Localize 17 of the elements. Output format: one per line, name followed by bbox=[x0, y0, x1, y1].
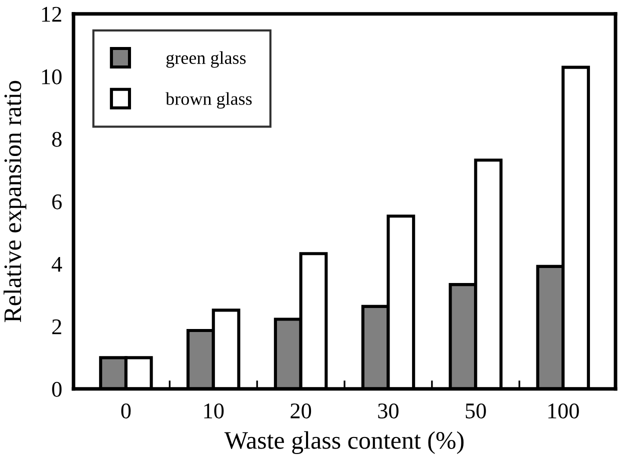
x-tick-label: 0 bbox=[121, 403, 131, 418]
x-tick-label: 20 bbox=[290, 403, 312, 418]
x-tick-label: 50 bbox=[466, 403, 486, 418]
y-tick-label: 12 bbox=[42, 6, 62, 22]
y-tick-label: 10 bbox=[42, 69, 62, 84]
y-tick-label: 6 bbox=[52, 194, 62, 210]
legend-label: brown glass bbox=[166, 92, 252, 109]
y-tick-label: 2 bbox=[52, 319, 62, 334]
y-tick-label: 0 bbox=[52, 382, 62, 397]
x-tick-label: 10 bbox=[204, 403, 224, 418]
x-tick-label: 30 bbox=[378, 403, 398, 418]
y-tick-label: 4 bbox=[52, 256, 62, 272]
x-axis-title: Waste glass content (%) bbox=[224, 431, 464, 454]
legend-label: green glass bbox=[166, 51, 246, 68]
x-tick-label: 100 bbox=[548, 403, 579, 418]
y-tick-label: 8 bbox=[52, 132, 62, 147]
y-axis-title: Relative expansion ratio bbox=[4, 80, 26, 322]
